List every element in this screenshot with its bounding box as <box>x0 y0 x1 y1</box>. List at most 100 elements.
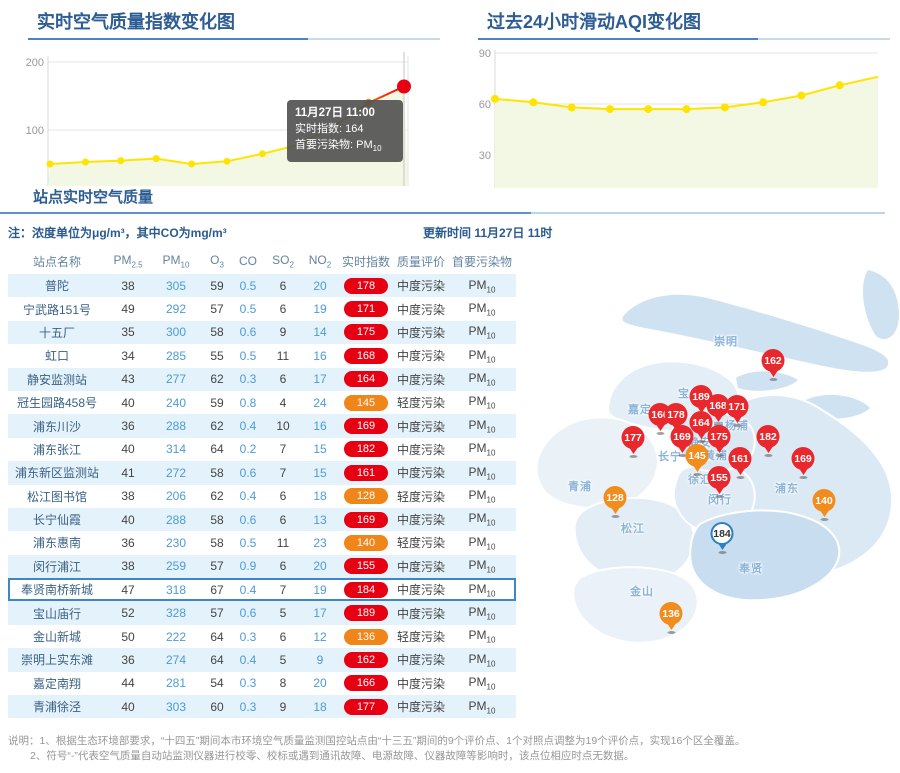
cell-index: 155 <box>338 558 394 575</box>
marker-tail <box>718 544 726 550</box>
marker-shadow <box>697 440 705 443</box>
map-marker[interactable]: 145 <box>685 444 709 476</box>
realtime-chart-title: 实时空气质量指数变化图 <box>37 12 235 32</box>
map-marker[interactable]: 155 <box>707 466 731 498</box>
table-row[interactable]: 静安监测站 43 277 62 0.3 6 17 164 中度污染 PM10 <box>8 367 516 391</box>
cell-pollutant: PM10 <box>468 464 496 482</box>
table-row[interactable]: 浦东新区监测站 41 272 58 0.6 7 15 161 中度污染 PM10 <box>8 461 516 485</box>
aqi-badge: 189 <box>344 605 388 622</box>
table-row[interactable]: 虹口 34 285 55 0.5 11 16 168 中度污染 PM10 <box>8 344 516 367</box>
table-row[interactable]: 嘉定南翔 44 281 54 0.3 8 20 166 中度污染 PM10 <box>8 672 516 695</box>
chart-tooltip: 11月27日 11:00 实时指数: 164 首要污染物: PM10 <box>287 100 403 163</box>
map-marker[interactable]: 169 <box>670 425 694 457</box>
marker-value: 168 <box>706 394 730 417</box>
map-marker[interactable]: 136 <box>659 602 683 634</box>
cell-index: 164 <box>338 371 394 388</box>
cell-co: 0.2 <box>239 442 257 457</box>
cell-pm10: 288 <box>165 512 187 527</box>
map-marker[interactable]: 184 <box>710 522 734 554</box>
tooltip-time: 11月27日 11:00 <box>295 107 375 119</box>
map-marker[interactable]: 182 <box>756 425 780 457</box>
cell-pm10: 230 <box>165 535 187 550</box>
cell-no2: 17 <box>313 372 327 387</box>
cell-co: 0.5 <box>239 302 257 317</box>
marker-tail <box>714 416 722 422</box>
marker-value: 169 <box>791 447 815 470</box>
cell-pollutant: PM10 <box>468 417 496 435</box>
sliding-aqi-line-chart[interactable]: 90 60 30 <box>450 40 900 195</box>
cell-co: 0.3 <box>239 676 257 691</box>
map-marker[interactable]: 128 <box>603 486 627 518</box>
cell-pm25: 36 <box>121 419 135 434</box>
map-marker[interactable]: 171 <box>725 395 749 427</box>
marker-value: 182 <box>756 425 780 448</box>
cell-no2: 17 <box>313 606 327 621</box>
marker-value: 145 <box>685 444 709 467</box>
table-row[interactable]: 浦东张江 40 314 64 0.2 7 15 182 中度污染 PM10 <box>8 438 516 461</box>
footer-note-1: 说明：1、根据生态环境部要求，“十四五”期间本市环境空气质量监测国控站点由“十三… <box>8 735 746 747</box>
map-marker[interactable]: 175 <box>707 425 731 457</box>
table-row[interactable]: 十五厂 35 300 58 0.6 9 14 175 中度污染 PM10 <box>8 320 516 345</box>
marker-value: 178 <box>664 403 688 426</box>
cell-co: 0.6 <box>239 606 257 621</box>
cell-o3: 58 <box>210 325 224 340</box>
cell-co: 0.8 <box>239 395 257 410</box>
aqi-badge: 177 <box>344 698 388 715</box>
cell-o3: 62 <box>210 419 224 434</box>
cell-pm25: 44 <box>121 676 135 691</box>
table-row[interactable]: 浦东川沙 36 288 62 0.4 10 16 169 中度污染 PM10 <box>8 414 516 438</box>
update-time: 更新时间 11月27日 11时 <box>423 226 553 240</box>
map-marker[interactable]: 161 <box>728 447 752 479</box>
marker-tail <box>820 511 828 517</box>
cell-co: 0.6 <box>239 465 257 480</box>
cell-name: 长宁仙霞 <box>32 513 81 528</box>
map-marker[interactable]: 140 <box>812 489 836 521</box>
table-row[interactable]: 奉贤南桥新城 47 318 67 0.4 7 19 184 中度污染 PM10 <box>8 578 516 602</box>
district-label: 长宁 <box>658 451 682 463</box>
marker-value: 171 <box>725 395 749 418</box>
cell-pm10: 285 <box>165 348 187 363</box>
cell-pm25: 52 <box>121 606 135 621</box>
table-row[interactable]: 冠生园路458号 40 240 59 0.8 4 24 145 轻度污染 PM10 <box>8 391 516 414</box>
shanghai-aqi-map[interactable]: 崇明嘉定宝山虹口杨浦静安长宁黄浦青浦徐汇闵行浦东松江奉贤金山1621891681… <box>530 262 900 732</box>
column-header: 站点名称 <box>32 254 81 269</box>
cell-co: 0.6 <box>239 512 257 527</box>
table-row[interactable]: 普陀 38 305 59 0.5 6 20 178 中度污染 PM10 <box>8 274 516 298</box>
map-marker[interactable]: 169 <box>791 447 815 479</box>
table-row[interactable]: 崇明上实东滩 36 274 64 0.4 5 9 162 中度污染 PM10 <box>8 648 516 672</box>
table-row[interactable]: 宝山庙行 52 328 57 0.6 5 17 189 中度污染 PM10 <box>8 601 516 625</box>
table-row[interactable]: 闵行浦江 38 259 57 0.9 6 20 155 中度污染 PM10 <box>8 554 516 579</box>
map-marker[interactable]: 177 <box>621 426 645 458</box>
cell-pollutant: PM10 <box>468 371 496 388</box>
cell-quality: 中度污染 <box>396 372 445 387</box>
table-row[interactable]: 青浦徐泾 40 303 60 0.3 9 18 177 中度污染 PM10 <box>8 695 516 719</box>
cell-quality: 轻度污染 <box>396 536 445 551</box>
cell-name: 松江图书馆 <box>26 489 87 504</box>
cell-no2: 12 <box>313 629 327 644</box>
marker-shadow <box>718 551 726 554</box>
sliding-title-underline <box>478 38 890 40</box>
map-marker[interactable]: 168 <box>706 394 730 426</box>
cell-pm25: 47 <box>121 582 135 597</box>
cell-o3: 64 <box>210 652 224 667</box>
map-marker[interactable]: 162 <box>761 349 785 381</box>
cell-pollutant: PM10 <box>468 628 496 645</box>
aqi-badge: 140 <box>344 534 388 551</box>
table-row[interactable]: 宁武路151号 49 292 57 0.5 6 19 171 中度污染 PM10 <box>8 297 516 320</box>
map-marker[interactable]: 164 <box>689 411 713 443</box>
cell-quality: 中度污染 <box>396 700 445 715</box>
table-row[interactable]: 松江图书馆 38 206 62 0.4 6 18 128 轻度污染 PM10 <box>8 485 516 508</box>
marker-value: 164 <box>689 411 713 434</box>
cell-index: 178 <box>338 277 394 294</box>
marker-tail <box>715 447 723 453</box>
cell-so2: 6 <box>279 302 287 317</box>
table-row[interactable]: 长宁仙霞 40 288 58 0.6 6 13 169 中度污染 PM10 <box>8 507 516 532</box>
cell-pm10: 281 <box>165 676 187 691</box>
aqi-badge: 184 <box>344 581 388 598</box>
table-row[interactable]: 金山新城 50 222 64 0.3 6 12 136 轻度污染 PM10 <box>8 625 516 648</box>
cell-name: 冠生园路458号 <box>16 396 98 411</box>
cell-o3: 55 <box>210 348 224 363</box>
column-header: 首要污染物 <box>451 254 512 269</box>
tooltip-pollutant: 首要污染物: PM10 <box>295 139 382 154</box>
table-row[interactable]: 浦东惠南 36 230 58 0.5 11 23 140 轻度污染 PM10 <box>8 531 516 554</box>
